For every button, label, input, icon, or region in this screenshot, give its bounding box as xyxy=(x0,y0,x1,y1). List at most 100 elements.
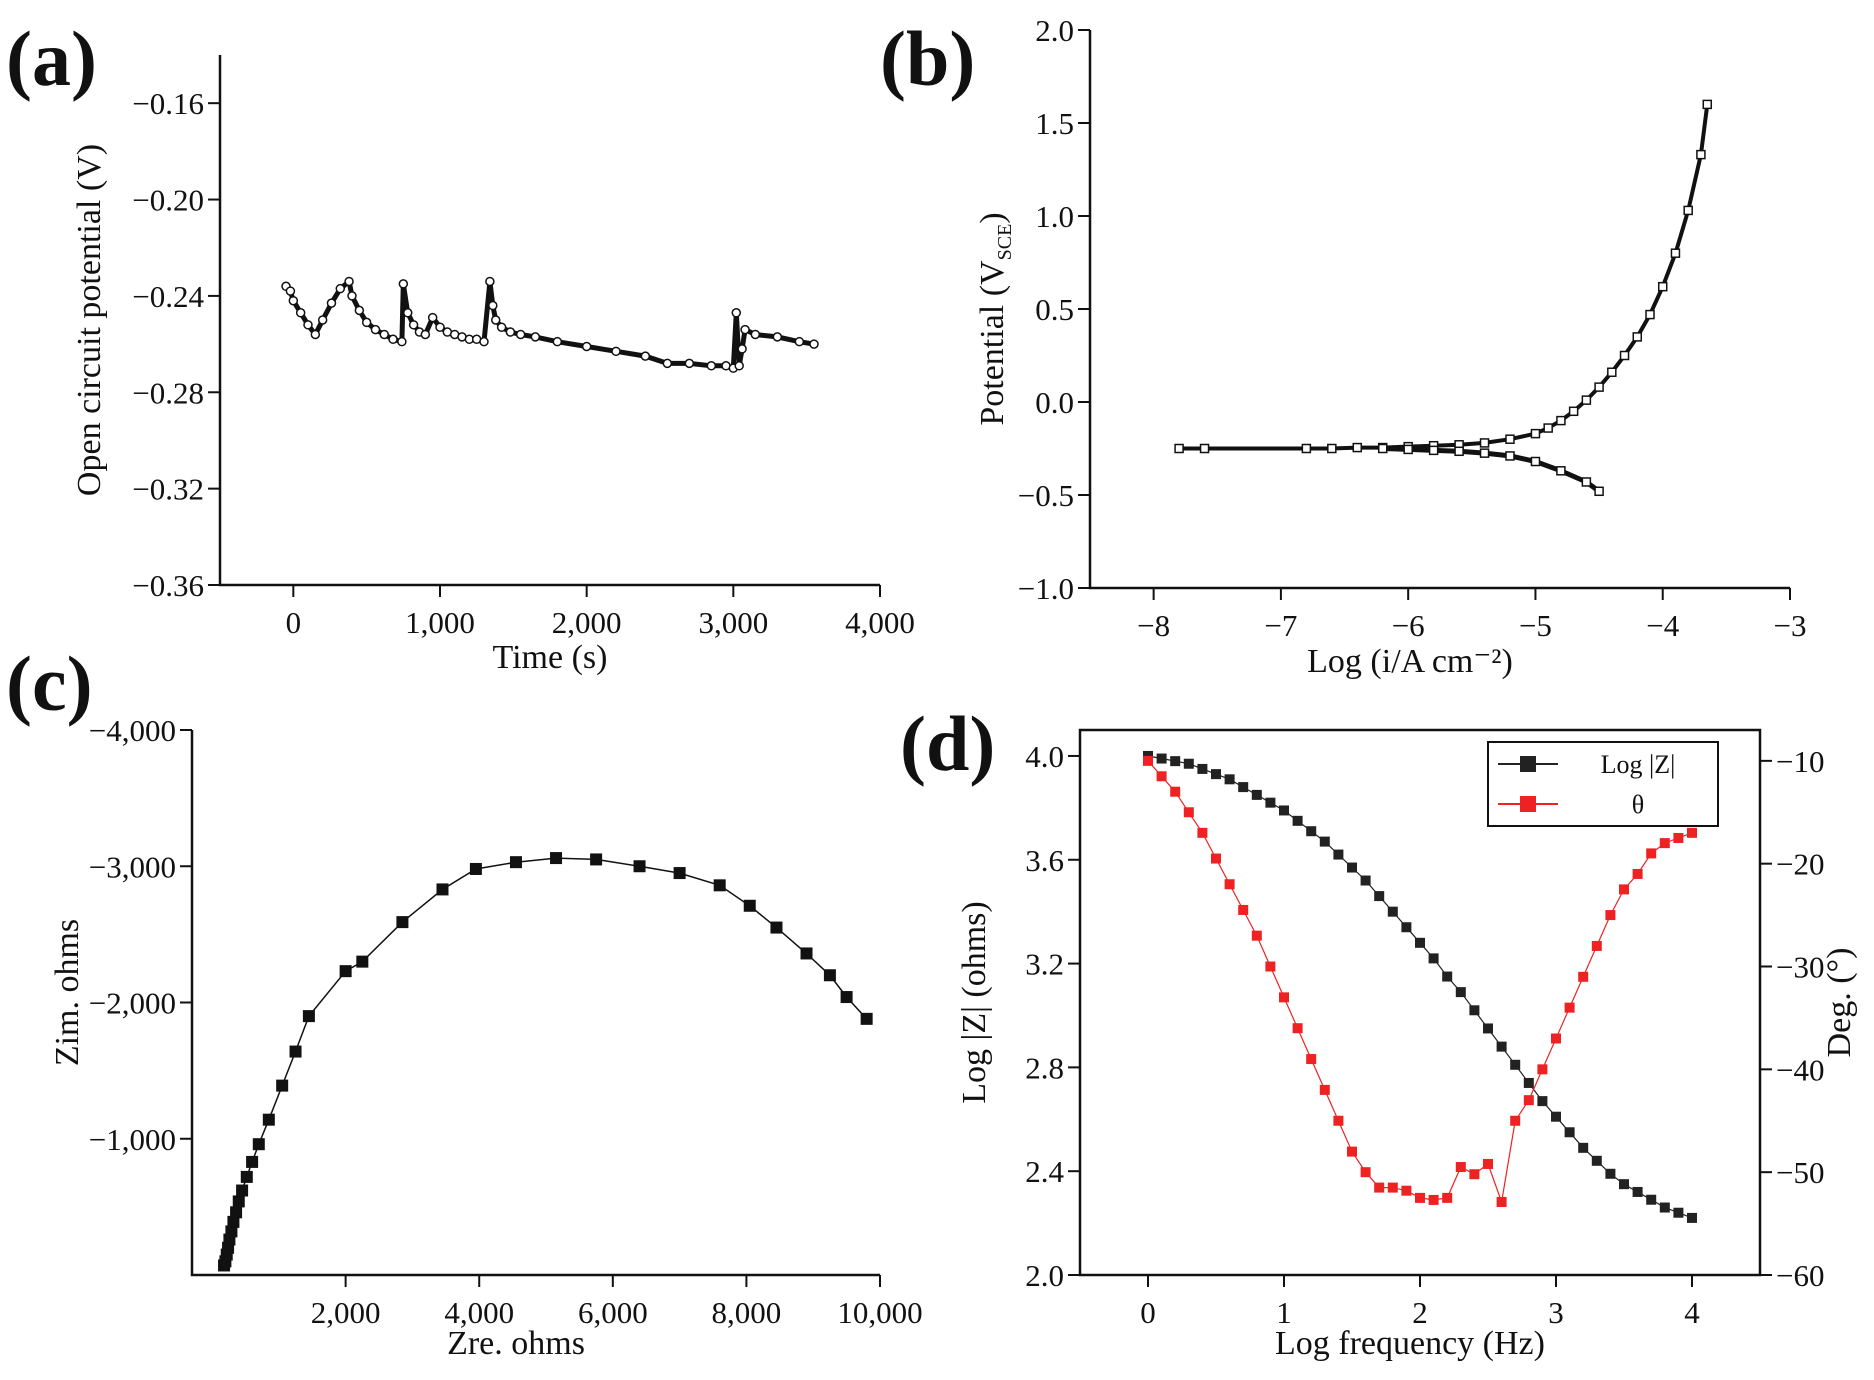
chart-d-point-0 xyxy=(1632,1186,1643,1197)
chart-a-point xyxy=(581,341,592,352)
chart-c-xtick-label: 2,000 xyxy=(311,1295,381,1330)
chart-d-point-0 xyxy=(1170,756,1181,767)
chart-d-ytick-left-label: 3.6 xyxy=(1025,843,1064,878)
chart-d-point-0 xyxy=(1360,875,1371,886)
chart-a-point xyxy=(772,332,783,342)
chart-d-ytick-right-label: −50 xyxy=(1776,1155,1824,1190)
chart-b-point xyxy=(1683,205,1693,216)
chart-b-ytick-label: 2.0 xyxy=(1035,13,1074,48)
chart-b-point xyxy=(1403,444,1413,455)
chart-d-point-0 xyxy=(1591,1155,1602,1166)
chart-d-point-1 xyxy=(1673,832,1684,843)
chart-a-point xyxy=(354,305,365,316)
chart-a-point xyxy=(496,322,507,332)
chart-c-point xyxy=(436,883,449,896)
chart-b-point xyxy=(1505,434,1515,444)
chart-b-xtick-label: −7 xyxy=(1264,608,1297,643)
chart-a-point xyxy=(505,327,516,337)
chart-d-point-1 xyxy=(1238,904,1249,915)
chart-c-point xyxy=(227,1215,240,1228)
chart-a-point xyxy=(370,324,381,335)
chart-b-point xyxy=(1556,415,1566,426)
chart-d-point-1 xyxy=(1537,1064,1548,1075)
chart-a-point xyxy=(611,346,621,357)
chart-b-point xyxy=(1543,423,1553,433)
chart-b-point xyxy=(1581,395,1592,405)
chart-a-point xyxy=(288,295,299,306)
chart-a-point xyxy=(408,320,419,330)
chart-d-point-0 xyxy=(1279,805,1289,816)
chart-d-point-1 xyxy=(1469,1169,1480,1180)
chart-a-ytick-label: −0.36 xyxy=(132,568,204,603)
chart-a-point xyxy=(485,276,495,287)
chart-d-point-0 xyxy=(1455,987,1466,998)
chart-d-legend-marker-0 xyxy=(1520,756,1536,772)
chart-d-point-1 xyxy=(1319,1084,1330,1095)
chart-c-point xyxy=(590,853,603,866)
chart-d-ytick-right-label: −40 xyxy=(1776,1052,1824,1087)
chart-d-xtick-label: 1 xyxy=(1276,1295,1292,1330)
chart-c-point xyxy=(246,1155,259,1168)
chart-a-ytick-label: −0.28 xyxy=(132,375,204,410)
chart-d-point-1 xyxy=(1306,1054,1317,1065)
chart-b-axes xyxy=(1088,30,1790,590)
chart-b-point xyxy=(1454,446,1464,457)
panel-label-d: (d) xyxy=(900,700,996,787)
chart-d-xlabel: Log frequency (Hz) xyxy=(1275,1325,1545,1362)
chart-b-ytick-label: 0.5 xyxy=(1035,292,1074,327)
chart-b-ylabel-sub: SCE xyxy=(994,224,1016,261)
chart-c-point xyxy=(356,955,369,968)
chart-c-ytick-label: −1,000 xyxy=(89,1122,176,1157)
chart-d-point-1 xyxy=(1333,1115,1344,1126)
chart-d-ytick-right-label: −20 xyxy=(1776,847,1824,882)
chart-b-point xyxy=(1377,443,1388,454)
chart-d-point-0 xyxy=(1374,891,1385,902)
chart-d-point-0 xyxy=(1687,1212,1697,1223)
chart-d-point-0 xyxy=(1224,774,1235,785)
chart-d-ytick-right-label: −10 xyxy=(1776,744,1824,779)
chart-a-xtick-label: 4,000 xyxy=(845,605,915,640)
chart-d-point-0 xyxy=(1387,906,1398,917)
chart-c-point xyxy=(633,860,646,873)
chart-c-xtick-label: 6,000 xyxy=(578,1295,648,1330)
chart-d-point-0 xyxy=(1537,1096,1548,1107)
chart-a-point xyxy=(515,329,526,340)
chart-b-point xyxy=(1632,332,1643,342)
chart-c-point xyxy=(509,856,522,869)
chart-b-point xyxy=(1428,445,1439,456)
chart-a-xtick-label: 3,000 xyxy=(698,605,768,640)
chart-a-point xyxy=(310,329,321,340)
chart-d-point-0 xyxy=(1619,1179,1629,1190)
chart-a-point xyxy=(809,339,819,349)
chart-b-ytick-label: 1.5 xyxy=(1035,106,1074,141)
chart-d-point-1 xyxy=(1360,1167,1371,1178)
chart-b-xtick-label: −4 xyxy=(1646,608,1679,643)
chart-b-ytick-label: 0.0 xyxy=(1035,385,1074,420)
chart-b-point xyxy=(1174,443,1184,454)
chart-d-ylabel-left: Log |Z| (ohms) xyxy=(956,901,993,1103)
chart-c-point xyxy=(276,1079,289,1092)
chart-b-point xyxy=(1327,443,1337,454)
chart-d-legend: Log |Z| θ xyxy=(1487,741,1719,827)
chart-b-point xyxy=(1696,149,1706,160)
chart-a-point xyxy=(662,358,673,369)
chart-c-xtick-label: 4,000 xyxy=(444,1295,514,1330)
chart-a-ytick-label: −0.24 xyxy=(132,279,204,314)
chart-d-point-0 xyxy=(1496,1041,1507,1052)
chart-d-legend-marker-1 xyxy=(1520,796,1536,812)
chart-d-point-0 xyxy=(1646,1194,1657,1205)
chart-d-ytick-left-label: 2.0 xyxy=(1025,1258,1064,1293)
chart-a-point xyxy=(734,361,744,371)
chart-d-point-1 xyxy=(1251,930,1262,941)
chart-d-point-0 xyxy=(1238,782,1249,793)
chart-c-ytick-label: −3,000 xyxy=(89,849,176,884)
chart-c-point xyxy=(302,1010,315,1023)
panel-label-a: (a) xyxy=(6,15,97,102)
chart-b: −8 −7 −6 −5 −4 −3 −1.0 −0.5 0.0 0.5 1.0 1.5 2.0 Log (… xyxy=(974,13,1806,680)
chart-c-point xyxy=(823,969,836,982)
chart-d-point-0 xyxy=(1211,769,1221,780)
chart-d-point-1 xyxy=(1646,848,1657,859)
chart-d-point-1 xyxy=(1265,961,1276,972)
chart-d-ytick-left-label: 3.2 xyxy=(1025,947,1064,982)
